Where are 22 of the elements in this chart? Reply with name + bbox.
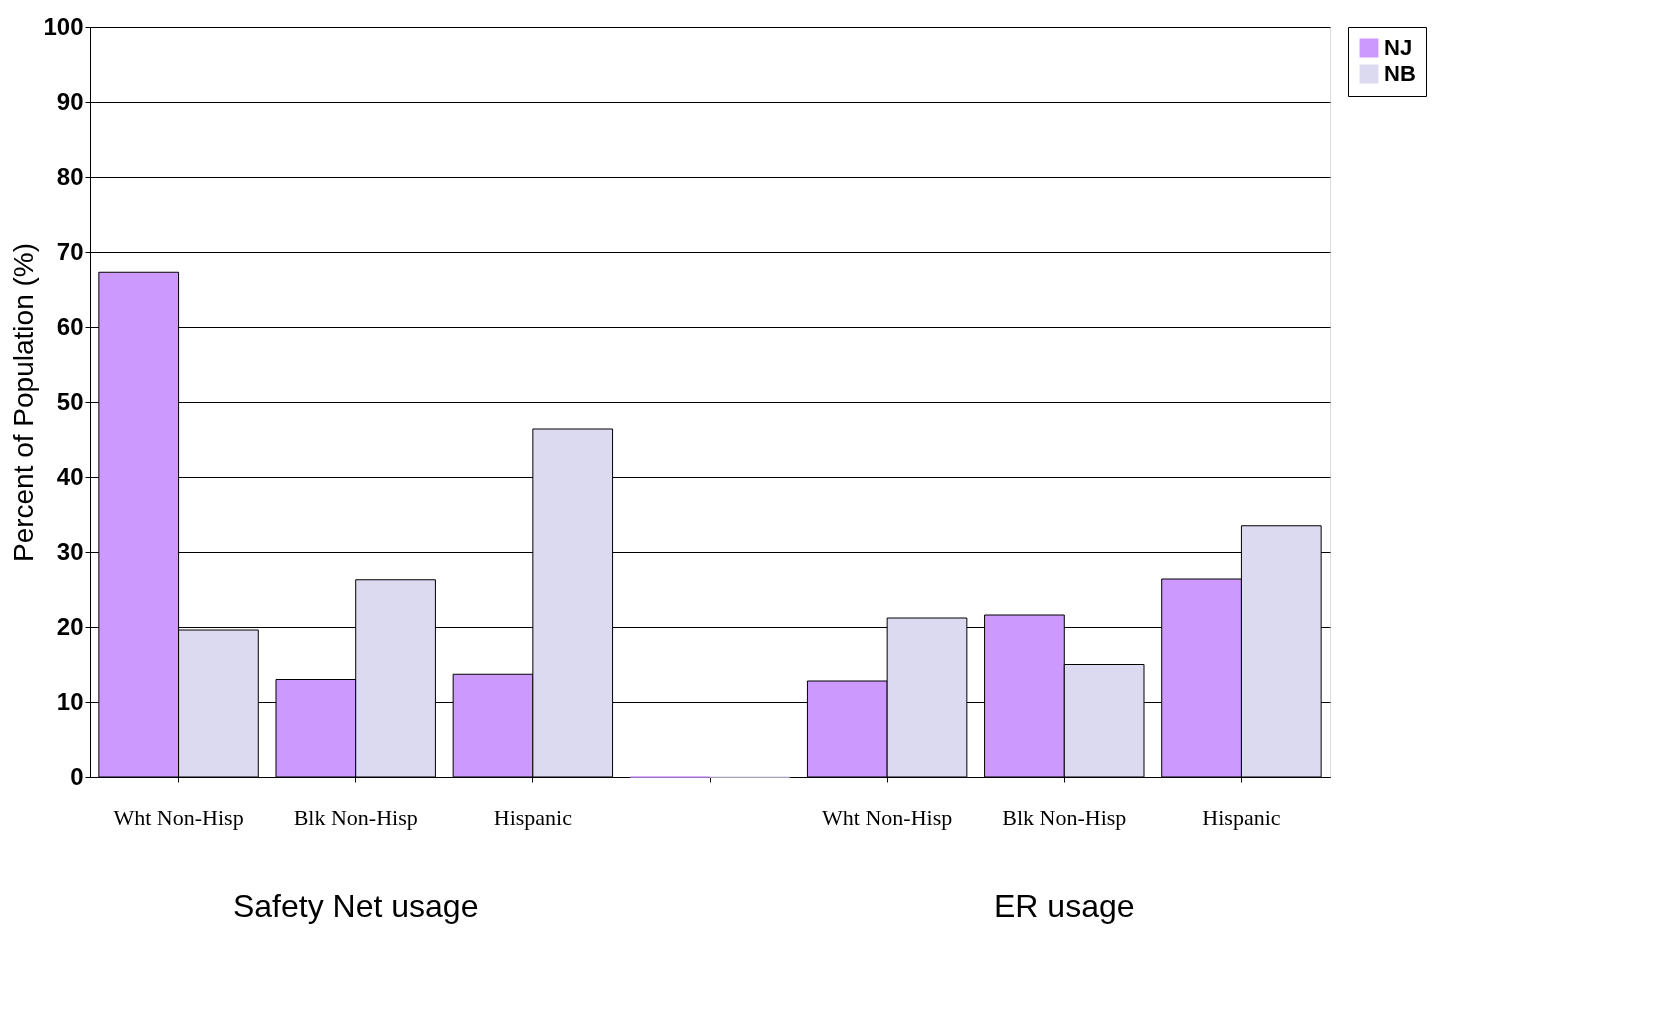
y-tick-label: 20 <box>56 612 84 640</box>
x-tick-label: Hispanic <box>1202 804 1281 830</box>
y-tick-label: 30 <box>56 537 84 565</box>
legend-label: NJ <box>1384 35 1413 60</box>
y-tick-label: 90 <box>56 87 84 115</box>
text: Safety Net usage <box>232 888 479 924</box>
y-tick-label: 80 <box>56 162 84 190</box>
x-tick-label: Hispanic <box>493 804 573 830</box>
y-tick-label: 70 <box>56 237 84 265</box>
y-tick-label: 10 <box>56 687 84 715</box>
text: ER usage <box>994 888 1135 924</box>
x-tick-label: Blk Non-Hisp <box>1002 804 1127 830</box>
y-tick-label: 60 <box>56 312 84 340</box>
x-tick-label: Wht Non-Hisp <box>113 804 244 830</box>
y-tick-label: 100 <box>43 12 84 40</box>
x-tick-label: Wht Non-Hisp <box>822 804 953 830</box>
legend-label: NB <box>1384 61 1416 86</box>
y-axis-title: Percent of Population (%) <box>8 242 40 563</box>
y-tick-label: 50 <box>56 387 84 415</box>
x-tick-label: Blk Non-Hisp <box>293 804 418 830</box>
y-tick-label: 0 <box>70 762 84 790</box>
y-tick-label: 40 <box>56 462 84 490</box>
